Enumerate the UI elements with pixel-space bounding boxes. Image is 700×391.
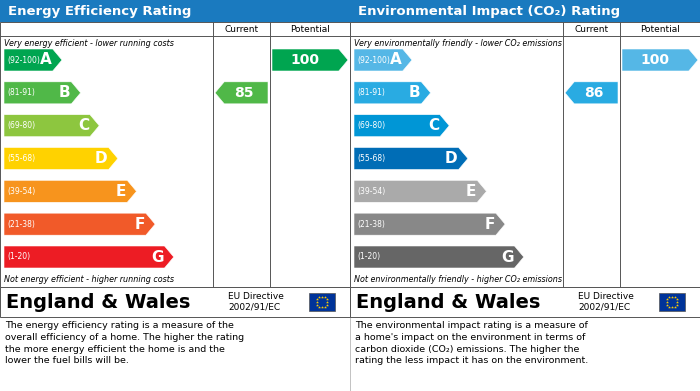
Text: (21-38): (21-38) [7,220,35,229]
Bar [0,0,350,22]
Text: 85: 85 [234,86,253,100]
Text: The energy efficiency rating is a measure of the
overall efficiency of a home. T: The energy efficiency rating is a measur… [5,321,244,366]
Text: 100: 100 [291,53,320,67]
Polygon shape [354,180,486,202]
Text: (55-68): (55-68) [7,154,35,163]
Polygon shape [4,82,80,104]
Polygon shape [4,246,174,268]
Text: G: G [151,249,164,264]
Text: (39-54): (39-54) [7,187,35,196]
Polygon shape [4,49,62,71]
Text: Current: Current [225,25,258,34]
Text: A: A [390,52,402,68]
Text: Very energy efficient - lower running costs: Very energy efficient - lower running co… [4,38,174,47]
Polygon shape [354,49,412,71]
Polygon shape [272,49,348,71]
Text: B: B [409,85,420,100]
Text: D: D [445,151,458,166]
Text: D: D [95,151,108,166]
Text: England & Wales: England & Wales [356,292,540,312]
Polygon shape [354,82,430,104]
Text: B: B [59,85,70,100]
Polygon shape [4,147,118,170]
Text: The environmental impact rating is a measure of
a home's impact on the environme: The environmental impact rating is a mea… [355,321,588,366]
Bar [350,287,700,317]
Text: C: C [428,118,439,133]
Bar [0,22,350,287]
Text: (39-54): (39-54) [357,187,385,196]
Text: Environmental Impact (CO₂) Rating: Environmental Impact (CO₂) Rating [358,5,620,18]
Polygon shape [622,49,698,71]
Text: (21-38): (21-38) [357,220,385,229]
Text: EU Directive
2002/91/EC: EU Directive 2002/91/EC [578,292,634,312]
Text: (1-20): (1-20) [7,253,30,262]
Text: E: E [116,184,126,199]
Bar [350,22,700,287]
Text: Not environmentally friendly - higher CO₂ emissions: Not environmentally friendly - higher CO… [354,276,562,285]
Bar [350,0,700,22]
Text: Current: Current [575,25,608,34]
Polygon shape [354,213,505,235]
Text: E: E [466,184,476,199]
Text: Potential: Potential [640,25,680,34]
Text: F: F [134,217,145,231]
Text: (81-91): (81-91) [7,88,35,97]
Text: (92-100): (92-100) [7,56,40,65]
Text: (1-20): (1-20) [357,253,380,262]
Polygon shape [354,147,468,170]
Text: (69-80): (69-80) [7,121,35,130]
Text: 100: 100 [641,53,670,67]
Polygon shape [4,213,155,235]
Text: Energy Efficiency Rating: Energy Efficiency Rating [8,5,191,18]
Text: C: C [78,118,89,133]
Polygon shape [565,82,618,104]
Polygon shape [4,115,99,137]
Polygon shape [4,180,136,202]
Text: F: F [484,217,495,231]
Text: Potential: Potential [290,25,330,34]
Bar [659,293,685,311]
Bar [0,287,350,317]
Polygon shape [215,82,268,104]
Bar [309,293,335,311]
Text: EU Directive
2002/91/EC: EU Directive 2002/91/EC [228,292,284,312]
Text: (55-68): (55-68) [357,154,385,163]
Text: 86: 86 [584,86,603,100]
Text: England & Wales: England & Wales [6,292,190,312]
Polygon shape [354,115,449,137]
Text: Very environmentally friendly - lower CO₂ emissions: Very environmentally friendly - lower CO… [354,38,562,47]
Text: A: A [40,52,52,68]
Text: Not energy efficient - higher running costs: Not energy efficient - higher running co… [4,276,174,285]
Text: (92-100): (92-100) [357,56,390,65]
Text: (81-91): (81-91) [357,88,385,97]
Text: G: G [501,249,514,264]
Text: (69-80): (69-80) [357,121,385,130]
Polygon shape [354,246,524,268]
